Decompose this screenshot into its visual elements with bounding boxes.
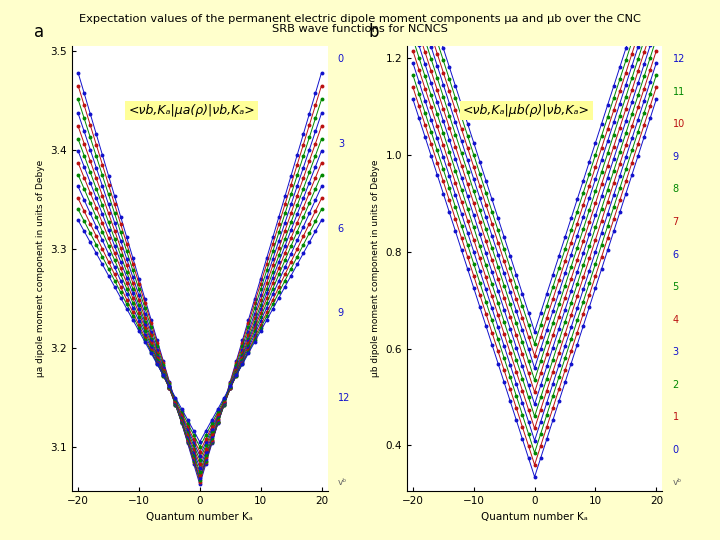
Text: 12: 12 (672, 54, 685, 64)
Text: <νb,Kₐ|μb(ρ)|νb,Kₐ>: <νb,Kₐ|μb(ρ)|νb,Kₐ> (463, 104, 590, 117)
Text: 0: 0 (672, 445, 679, 455)
Text: <νb,Kₐ|μa(ρ)|νb,Kₐ>: <νb,Kₐ|μa(ρ)|νb,Kₐ> (128, 104, 255, 117)
X-axis label: Quantum number Kₐ: Quantum number Kₐ (481, 512, 588, 522)
Text: 8: 8 (672, 185, 679, 194)
Text: vᵇ: vᵇ (338, 478, 347, 487)
Text: 3: 3 (338, 139, 344, 149)
Text: Expectation values of the permanent electric dipole moment components μa and μb : Expectation values of the permanent elec… (79, 14, 641, 24)
Text: 1: 1 (672, 413, 679, 422)
Y-axis label: μa dipole moment component in units of Debye: μa dipole moment component in units of D… (36, 160, 45, 377)
Text: 11: 11 (672, 87, 685, 97)
Text: 7: 7 (672, 217, 679, 227)
Text: SRB wave functions for NCNCS: SRB wave functions for NCNCS (272, 24, 448, 35)
Text: 2: 2 (672, 380, 679, 390)
Text: 6: 6 (672, 249, 679, 260)
Text: 12: 12 (338, 393, 350, 403)
Text: 10: 10 (672, 119, 685, 130)
X-axis label: Quantum number Kₐ: Quantum number Kₐ (146, 512, 253, 522)
Y-axis label: μb dipole moment component in units of Debye: μb dipole moment component in units of D… (371, 160, 379, 377)
Text: b: b (369, 23, 379, 42)
Text: vᵇ: vᵇ (672, 478, 682, 487)
Text: 5: 5 (672, 282, 679, 292)
Text: a: a (34, 23, 44, 42)
Text: 6: 6 (338, 224, 344, 234)
Text: 0: 0 (338, 54, 344, 64)
Text: 9: 9 (338, 308, 344, 318)
Text: 9: 9 (672, 152, 679, 162)
Text: 4: 4 (672, 315, 679, 325)
Text: 3: 3 (672, 347, 679, 357)
